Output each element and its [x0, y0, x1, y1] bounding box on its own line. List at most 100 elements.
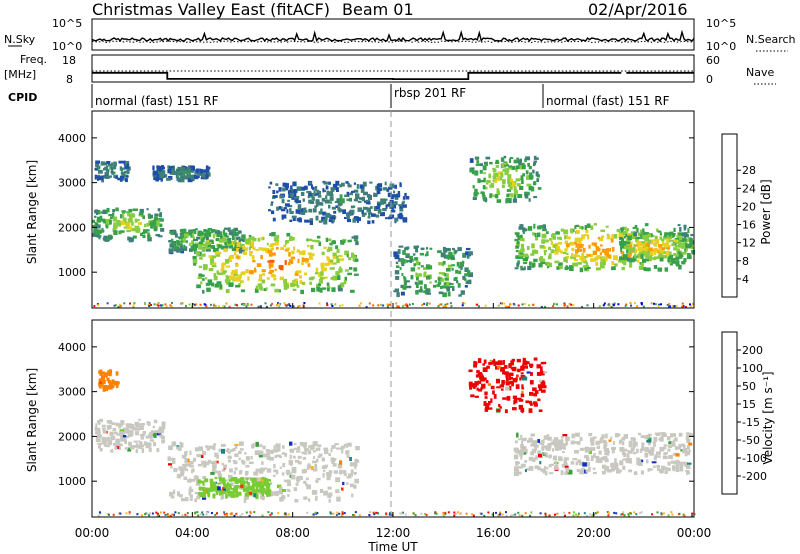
- scatter-cell: [206, 248, 211, 252]
- ground-scatter-cell: [287, 303, 290, 306]
- scatter-cell: [316, 235, 321, 239]
- scatter-cell: [120, 214, 123, 219]
- scatter-cell: [197, 479, 201, 484]
- scatter-cell: [532, 387, 537, 392]
- scatter-cell: [266, 277, 270, 280]
- scatter-cell: [590, 258, 595, 262]
- scatter-cell: [164, 174, 168, 178]
- ground-scatter-cell: [444, 303, 447, 306]
- scatter-cell: [188, 230, 193, 236]
- scatter-cell: [172, 165, 175, 171]
- scatter-cell: [402, 200, 405, 204]
- scatter-cell: [219, 478, 225, 482]
- scatter-cell: [179, 442, 184, 448]
- scatter-cell: [214, 470, 218, 474]
- ground-scatter-cell: [523, 302, 526, 305]
- scatter-cell: [94, 210, 98, 212]
- scatter-cell: [662, 241, 665, 247]
- scatter-cell: [554, 250, 559, 255]
- scatter-cell: [501, 163, 507, 168]
- scatter-cell: [355, 446, 360, 451]
- scatter-cell: [335, 271, 340, 276]
- scatter-cell: [381, 201, 384, 205]
- scatter-cell: [331, 459, 336, 462]
- scatter-cell: [251, 444, 255, 449]
- scatter-cell: [390, 194, 395, 197]
- scatter-cell: [274, 288, 280, 293]
- scatter-cell: [664, 267, 668, 272]
- scatter-cell: [504, 371, 509, 375]
- scatter-cell: [361, 196, 366, 202]
- scatter-cell: [273, 237, 276, 240]
- scatter-cell: [459, 261, 464, 267]
- scatter-cell: [646, 459, 649, 464]
- scatter-cell: [508, 158, 511, 163]
- scatter-cell: [268, 186, 271, 189]
- scatter-cell: [267, 260, 271, 263]
- scatter-cell: [272, 217, 276, 222]
- scatter-cell: [104, 372, 109, 376]
- scatter-cell: [534, 250, 539, 254]
- scatter-cell: [217, 470, 222, 476]
- ground-scatter-cell: [292, 305, 295, 308]
- scatter-cell: [645, 243, 651, 247]
- scatter-cell: [596, 247, 601, 252]
- scatter-cell: [343, 473, 347, 476]
- scatter-cell: [252, 483, 257, 487]
- scatter-cell: [407, 259, 411, 262]
- ground-scatter-cell: [479, 512, 482, 515]
- scatter-cell: [321, 251, 325, 256]
- scatter-cell: [394, 195, 399, 200]
- scatter-cell: [353, 484, 357, 489]
- scatter-cell: [496, 177, 501, 181]
- scatter-cell: [677, 244, 682, 248]
- scatter-cell: [432, 284, 437, 288]
- scatter-cell: [344, 194, 349, 197]
- scatter-cell: [339, 208, 342, 213]
- scatter-cell: [211, 482, 215, 485]
- scatter-cell: [537, 398, 541, 402]
- scatter-cell: [613, 255, 618, 261]
- ground-scatter-cell: [223, 511, 226, 514]
- scatter-cell: [99, 381, 102, 384]
- scatter-cell: [517, 397, 522, 400]
- scatter-cell: [611, 261, 615, 265]
- scatter-cell: [119, 424, 123, 427]
- scatter-cell: [252, 486, 255, 492]
- scatter-cell: [509, 385, 512, 391]
- ground-scatter-cell: [261, 514, 264, 517]
- scatter-cell: [542, 228, 547, 232]
- scatter-cell: [506, 193, 510, 198]
- scatter-cell: [248, 461, 254, 465]
- scatter-cell: [289, 441, 293, 446]
- ground-scatter-cell: [518, 514, 521, 517]
- scatter-cell: [284, 249, 289, 252]
- cpid-program-1: normal (fast) 151 RF: [95, 94, 219, 108]
- scatter-cell: [232, 477, 238, 482]
- ground-scatter-cell: [656, 511, 659, 514]
- scatter-cell: [554, 464, 559, 469]
- scatter-cell: [105, 165, 108, 170]
- scatter-cell: [173, 489, 176, 495]
- scatter-cell: [323, 449, 329, 455]
- scatter-cell: [668, 254, 673, 259]
- scatter-cell: [563, 458, 567, 464]
- scatter-cell: [479, 375, 485, 380]
- scatter-cell: [335, 180, 340, 186]
- scatter-cell: [269, 181, 273, 185]
- ground-scatter-cell: [148, 305, 151, 307]
- scatter-cell: [647, 249, 650, 255]
- ground-scatter-cell: [690, 305, 692, 308]
- scatter-cell: [340, 445, 345, 449]
- scatter-cell: [199, 257, 203, 260]
- scatter-cell: [198, 446, 204, 451]
- scatter-cell: [588, 433, 593, 437]
- scatter-cell: [516, 358, 521, 363]
- ground-scatter-cell: [236, 304, 239, 307]
- ground-scatter-cell: [613, 302, 616, 305]
- scatter-cell: [321, 216, 324, 222]
- scatter-cell: [296, 200, 301, 204]
- ground-scatter-cell: [159, 304, 162, 307]
- scatter-cell: [502, 361, 505, 365]
- scatter-cell: [241, 280, 244, 283]
